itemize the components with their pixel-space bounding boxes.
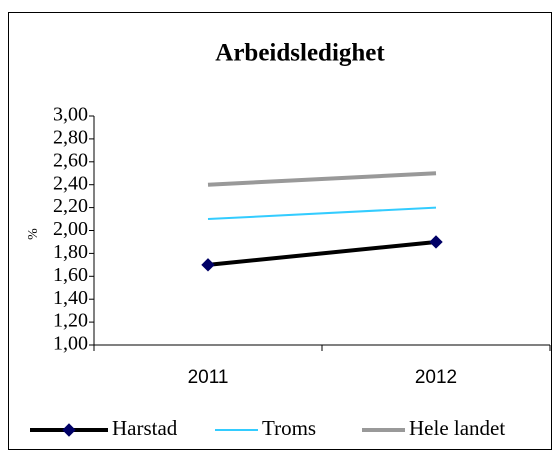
chart-frame bbox=[8, 12, 552, 450]
y-tick-label: 1,60 bbox=[53, 264, 88, 286]
y-tick-label: 1,40 bbox=[53, 287, 88, 309]
y-tick-label: 2,60 bbox=[53, 149, 88, 171]
y-tick-label: 1,80 bbox=[53, 241, 88, 263]
legend-label: Troms bbox=[262, 416, 316, 440]
point-marker bbox=[429, 235, 443, 249]
point-marker bbox=[201, 258, 215, 272]
y-tick-label: 2,40 bbox=[53, 172, 88, 194]
line-series bbox=[207, 239, 437, 267]
y-tick-label: 2,80 bbox=[53, 126, 88, 148]
legend-label: Hele landet bbox=[409, 416, 505, 440]
chart-title: Arbeidsledighet bbox=[215, 40, 385, 67]
legend-label: Harstad bbox=[112, 416, 178, 440]
y-axis-label: % bbox=[26, 228, 41, 240]
legend-marker bbox=[62, 423, 76, 437]
y-tick-label: 2,00 bbox=[53, 218, 88, 240]
x-tick-label: 2012 bbox=[415, 367, 457, 388]
x-tick-label: 2011 bbox=[188, 367, 229, 388]
y-tick-label: 3,00 bbox=[53, 104, 88, 126]
line-series bbox=[207, 206, 437, 221]
line-series bbox=[207, 171, 437, 187]
y-tick-label: 1,20 bbox=[53, 310, 88, 332]
y-tick-label: 1,00 bbox=[53, 333, 88, 355]
y-tick-label: 2,20 bbox=[53, 195, 88, 217]
